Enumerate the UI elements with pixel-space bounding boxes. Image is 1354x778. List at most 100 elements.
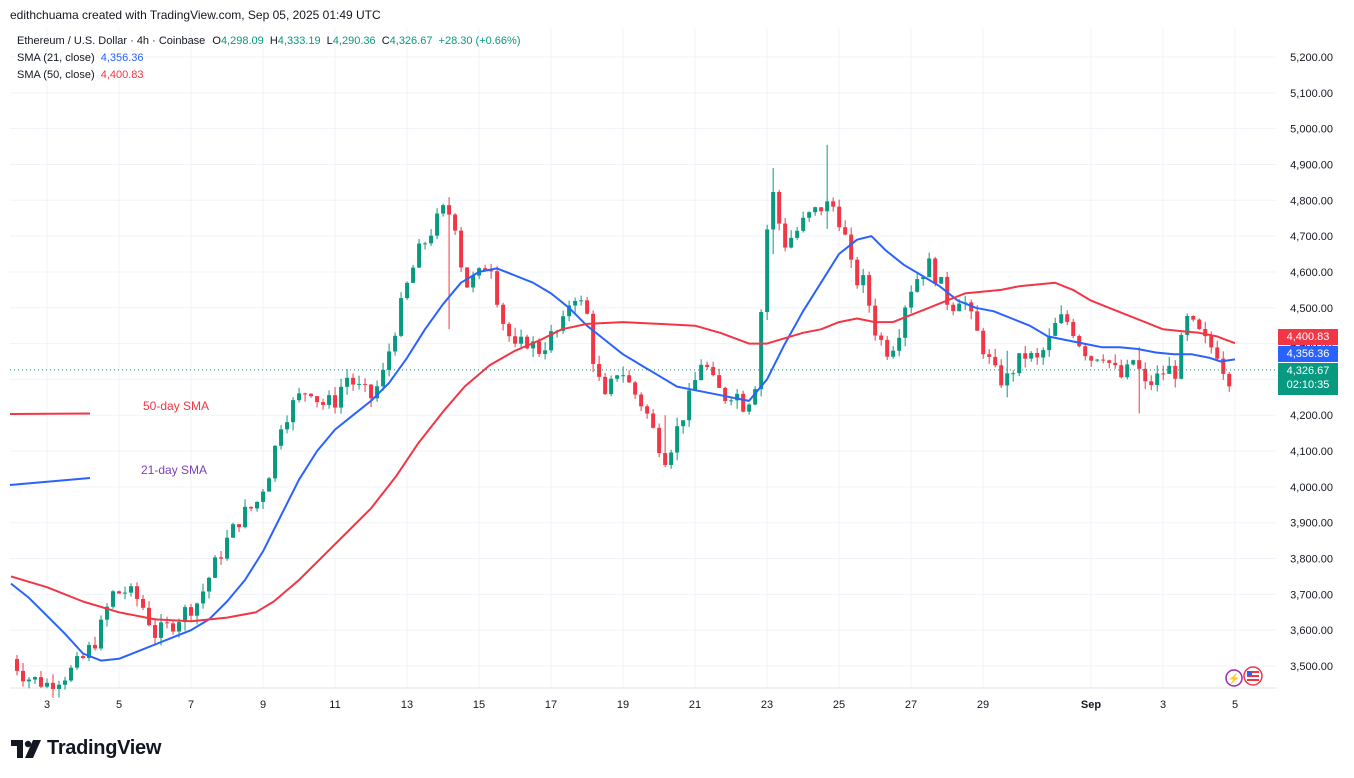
candle-body	[219, 557, 224, 559]
candle-body	[213, 557, 218, 578]
candle-body	[519, 336, 524, 344]
candle-body	[327, 395, 332, 405]
candle-body	[75, 656, 80, 668]
candle-body	[825, 201, 830, 212]
x-tick-label: 5	[1232, 699, 1238, 711]
candle-body	[495, 271, 500, 305]
event-icon[interactable]	[1225, 669, 1243, 687]
candle-body	[873, 305, 878, 336]
candle-body	[759, 312, 764, 390]
candle-body	[789, 237, 794, 248]
candle-body	[915, 279, 920, 292]
candle-body	[1083, 346, 1088, 357]
candle-body	[93, 644, 98, 649]
candle-body	[975, 311, 980, 331]
candle-body	[417, 243, 422, 268]
y-tick-label: 3,900.00	[1290, 518, 1333, 530]
candle-body	[351, 377, 356, 385]
candle-body	[405, 282, 410, 299]
candle-body	[267, 478, 272, 492]
candle-body	[51, 682, 56, 689]
sma21-price-tag: 4,356.36	[1278, 346, 1338, 362]
candle-body	[1107, 360, 1112, 363]
annotation-sma50: 50-day SMA	[143, 399, 210, 413]
low-label: L	[326, 35, 333, 47]
candle-body	[411, 267, 416, 283]
candle-body	[243, 506, 248, 528]
candle-body	[591, 313, 596, 364]
x-tick-label: 17	[545, 699, 557, 711]
sma21-sample-line	[9, 477, 91, 486]
x-tick-label: 23	[761, 699, 773, 711]
candle-body	[207, 577, 212, 592]
sma-lines	[10, 235, 1236, 662]
x-axis: 3 5 7 9 11 13 15 17 19 21 23 25 27 29 Sep 3 5	[44, 699, 1238, 711]
candle-body	[651, 413, 656, 428]
candle-body	[921, 277, 926, 280]
candle-body	[231, 524, 236, 538]
annotation-sma21: 21-day SMA	[141, 463, 208, 477]
candle-body	[537, 341, 542, 354]
candle-body	[81, 656, 86, 658]
candle-body	[621, 375, 626, 377]
candle-body	[891, 350, 896, 357]
candle-body	[627, 375, 632, 383]
candle-body	[513, 336, 518, 344]
candle-body	[195, 603, 200, 616]
candle-body	[1161, 373, 1166, 375]
candle-body	[579, 300, 584, 302]
candle-body	[63, 680, 68, 685]
candle-body	[315, 396, 320, 403]
event-markers: ⚡	[1225, 666, 1263, 687]
tradingview-logo[interactable]: TradingView	[11, 737, 161, 760]
candle-body	[39, 677, 44, 687]
candle-body	[903, 307, 908, 338]
x-tick-label: 25	[833, 699, 845, 711]
y-tick-label: 3,800.00	[1290, 554, 1333, 566]
candle-body	[771, 192, 776, 230]
legend-sma50-row[interactable]: SMA (50, close) 4,400.83	[17, 69, 144, 81]
y-tick-label: 5,200.00	[1290, 52, 1333, 64]
candle-body	[861, 275, 866, 286]
tradingview-logo-icon	[11, 739, 41, 758]
candle-body	[123, 592, 128, 594]
y-axis: 3,500.00 3,600.00 3,700.00 3,800.00 3,900.00…	[1290, 52, 1333, 673]
legend-sma21-row[interactable]: SMA (21, close) 4,356.36	[17, 52, 144, 64]
candle-body	[447, 205, 452, 215]
x-tick-label: 3	[1160, 699, 1166, 711]
candle-body	[1167, 365, 1172, 374]
close-value: 4,326.67	[389, 35, 433, 47]
sma21-value: 4,356.36	[100, 52, 144, 64]
candle-body	[957, 303, 962, 312]
candle-body	[387, 351, 392, 370]
candle-body	[171, 623, 176, 632]
candle-body	[375, 386, 380, 399]
candle-body	[741, 393, 746, 412]
candle-body	[1173, 365, 1178, 379]
y-tick-label: 3,500.00	[1290, 661, 1333, 673]
candle-body	[807, 212, 812, 218]
candle-body	[597, 363, 602, 377]
y-tick-label: 4,500.00	[1290, 303, 1333, 315]
sma50-line	[10, 281, 1236, 623]
candle-body	[165, 622, 170, 624]
candle-body	[465, 267, 470, 288]
candle-body	[363, 383, 368, 385]
candle-body	[585, 300, 590, 314]
candle-body	[879, 335, 884, 340]
open-label: O	[212, 35, 221, 47]
candle-body	[567, 305, 572, 317]
candle-body	[255, 501, 260, 509]
candle-body	[1197, 319, 1202, 329]
x-tick-label: 29	[977, 699, 989, 711]
candle-body	[1149, 381, 1154, 386]
candle-body	[1071, 321, 1076, 336]
candle-body	[681, 420, 686, 427]
creator-caption: edithchuama created with TradingView.com…	[10, 8, 381, 22]
candle-body	[531, 341, 536, 349]
candle-body	[1053, 323, 1058, 336]
candle-body	[33, 677, 38, 680]
y-tick-label: 4,700.00	[1290, 231, 1333, 243]
candle-body	[459, 230, 464, 268]
